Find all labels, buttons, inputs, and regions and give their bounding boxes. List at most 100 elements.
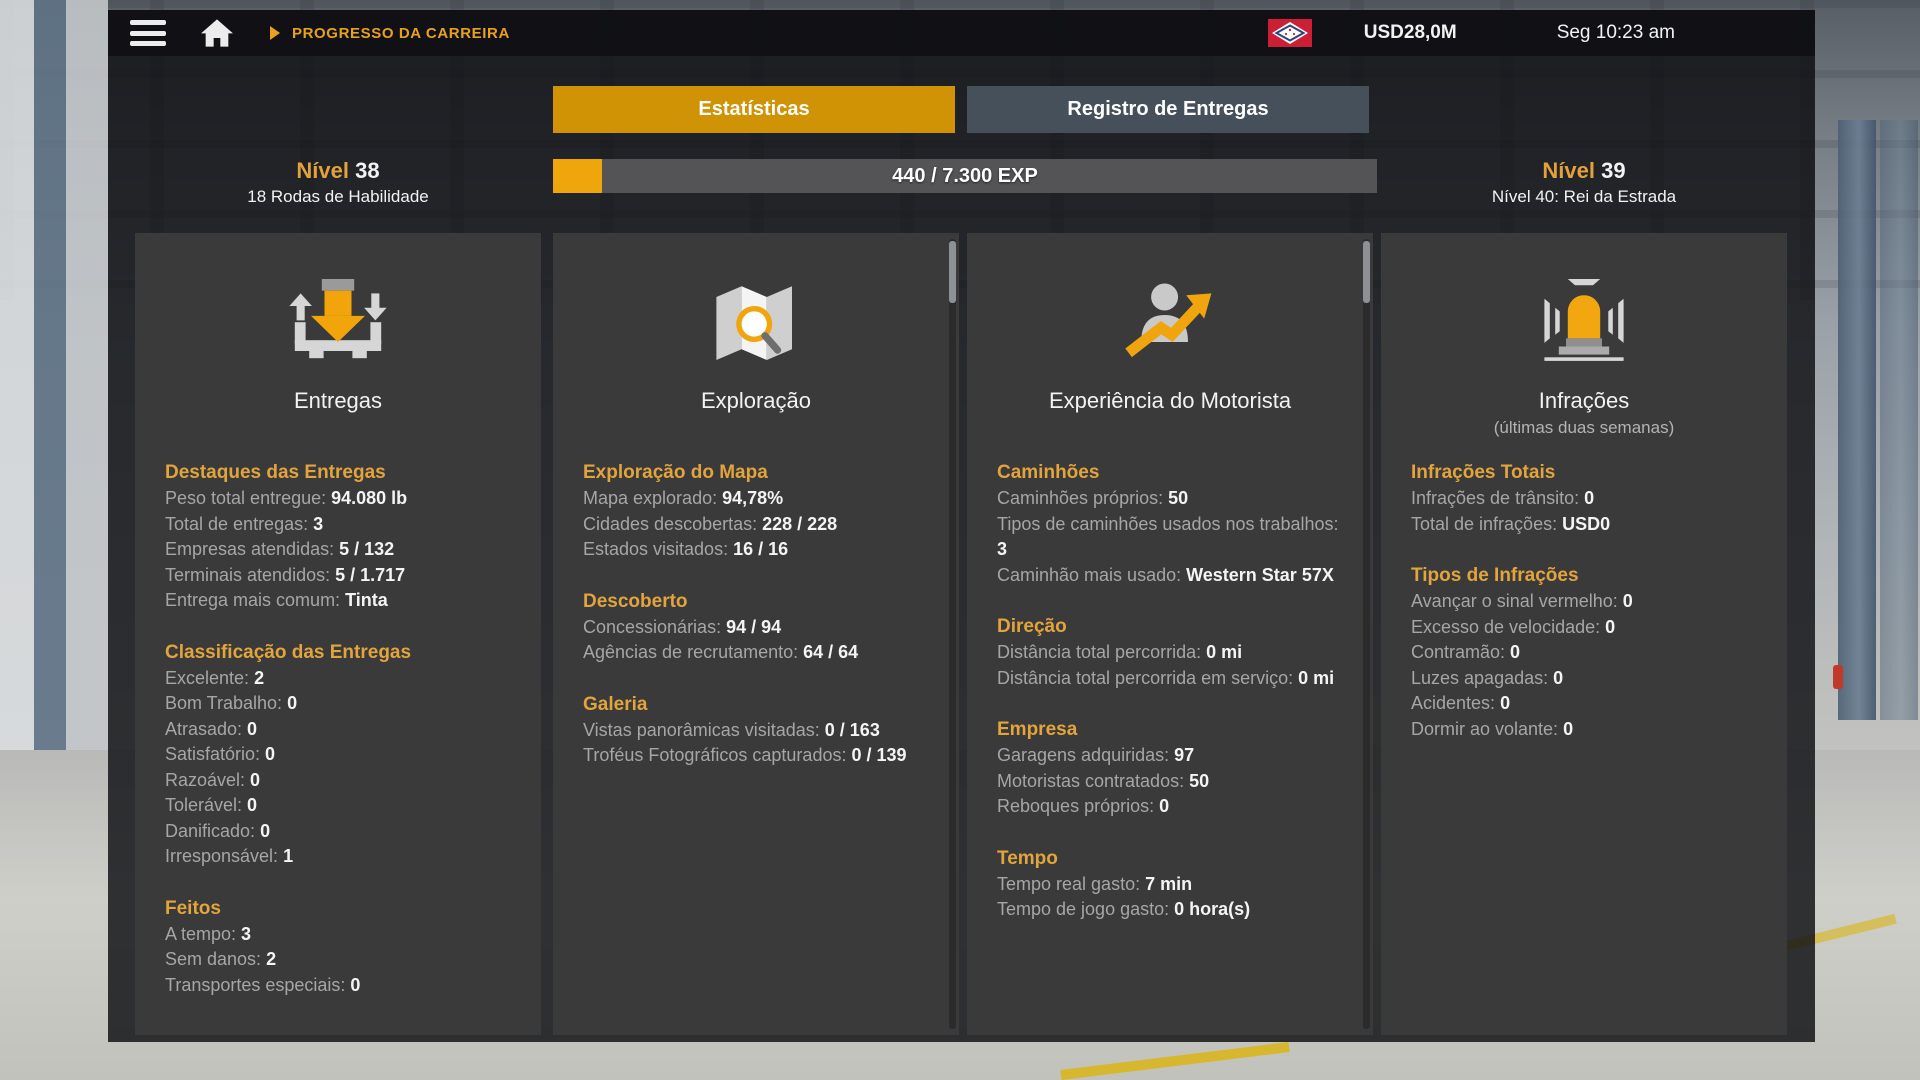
stat-value: 0 / 139 (851, 745, 907, 765)
scrollbar-track[interactable] (1363, 239, 1370, 1029)
panel-sections: Exploração do Mapa Mapa explorado: 94,78%… (553, 460, 959, 769)
stat-value: 0 mi (1206, 642, 1243, 662)
stat-label: Sem danos: (165, 949, 267, 969)
section-header: Infrações Totais (1411, 462, 1556, 483)
stat-label: Avançar o sinal vermelho: (1411, 591, 1623, 611)
top-bar-right: USD28,0M Seg 10:23 am (1267, 10, 1815, 56)
stats-section: Direção Distância total percorrida: 0 mi D… (997, 614, 1343, 691)
stat-label: Contramão: (1411, 642, 1511, 662)
driver-trend-arrow-icon (1125, 283, 1212, 358)
stats-section: Destaques das Entregas Peso total entregu… (165, 460, 511, 614)
stat-value: 64 / 64 (803, 642, 859, 662)
stat-value: 0 (247, 795, 258, 815)
stat-label: Luzes apagadas: (1411, 667, 1554, 688)
tab-registro-de-entregas[interactable]: Registro de Entregas (967, 86, 1369, 133)
stat-value: 0 (1563, 718, 1574, 739)
stats-section: Empresa Garagens adquiridas: 97 Motoristas… (997, 717, 1343, 820)
panel-sections: Destaques das Entregas Peso total entregu… (135, 460, 541, 998)
stat-label: Entrega mais comum: (165, 590, 346, 610)
blue-pillar (1838, 120, 1876, 720)
stat-row: Excelente: 2 (165, 666, 511, 692)
game-time: Seg 10:23 am (1556, 22, 1675, 43)
panel-title: Entregas (293, 388, 383, 413)
stat-row: Concessionárias: 94 / 94 (583, 615, 929, 641)
section-header: Empresa (997, 719, 1078, 740)
panel-head: Infrações (últimas duas semanas) (1381, 233, 1787, 460)
section-header: Direção (997, 616, 1067, 637)
stat-row: Excesso de velocidade: 0 (1411, 615, 1757, 641)
stat-label: Transportes especiais: (165, 974, 351, 995)
current-level-value: 38 (355, 158, 380, 183)
next-level-sub: Nível 40: Rei da Estrada (1491, 187, 1677, 206)
stat-row: Total de infrações: USD0 (1411, 512, 1757, 538)
exp-progress-bar: 440 / 7.300 EXP (553, 159, 1377, 193)
stat-value: 94.080 lb (331, 488, 408, 508)
current-level-label: Nível (296, 158, 349, 183)
stat-row: Satisfatório: 0 (165, 742, 511, 768)
stat-value: 0 (1510, 642, 1521, 662)
stat-row: A tempo: 3 (165, 922, 511, 948)
stat-label: Dormir ao volante: (1411, 718, 1564, 739)
stat-value: 3 (241, 923, 252, 944)
stat-value: 0 (287, 693, 298, 713)
stat-label: Distância total percorrida em serviço: (997, 667, 1299, 688)
breadcrumb-arrow-icon (270, 26, 280, 40)
stat-label: Distância total percorrida: (997, 642, 1207, 662)
stat-label: Bom Trabalho: (165, 693, 288, 713)
stat-row: Empresas atendidas: 5 / 132 (165, 537, 511, 563)
stat-label: Satisfatório: (165, 744, 266, 764)
arkansas-state-flag-icon (1267, 19, 1312, 47)
stat-value: 0 (1622, 591, 1633, 611)
stat-row: Motoristas contratados: 50 (997, 769, 1343, 795)
stat-value: 228 / 228 (762, 513, 838, 534)
stat-value: 0 (1605, 616, 1616, 637)
stat-row: Total de entregas: 3 (165, 512, 511, 538)
stat-row: Tempo de jogo gasto: 0 hora(s) (997, 897, 1343, 923)
stat-label: Tempo de jogo gasto: (997, 899, 1175, 919)
exp-progress-text: 440 / 7.300 EXP (892, 164, 1038, 187)
panel-head: Exploração (553, 233, 959, 460)
stat-value: 0 (350, 974, 361, 995)
stats-section: Classificação das Entregas Excelente: 2 Bo… (165, 640, 511, 870)
stat-value: 0 (247, 718, 258, 739)
stat-row: Agências de recrutamento: 64 / 64 (583, 640, 929, 666)
stat-label: Total de entregas: (165, 513, 314, 534)
stat-label: Excesso de velocidade: (1411, 616, 1606, 637)
stat-value: 0 (1500, 693, 1511, 713)
stat-label: Garagens adquiridas: (997, 745, 1175, 765)
stat-label: Razoável: (165, 769, 251, 790)
stat-label: Peso total entregue: (165, 488, 332, 508)
stat-label: Troféus Fotográficos capturados: (583, 745, 852, 765)
panel-subtitle: (últimas duas semanas) (1493, 418, 1675, 437)
stat-row: Peso total entregue: 94.080 lb (165, 486, 511, 512)
scrollbar-thumb[interactable] (1363, 241, 1370, 303)
stats-panel-entregas: Entregas Destaques das Entregas Peso tota… (135, 233, 541, 1035)
tab-estatisticas[interactable]: Estatísticas (553, 86, 955, 133)
stat-value: 0 hora(s) (1174, 899, 1251, 919)
stat-value: 2 (254, 667, 265, 688)
stat-value: 5 / 1.717 (335, 564, 406, 585)
stat-label: Acidentes: (1411, 693, 1501, 713)
stats-section: Caminhões Caminhões próprios: 50 Tipos de … (997, 460, 1343, 588)
panel-head: Experiência do Motorista (967, 233, 1373, 460)
stat-value: 7 min (1145, 873, 1193, 894)
stat-row: Irresponsável: 1 (165, 844, 511, 870)
scrollbar-track[interactable] (949, 239, 956, 1029)
section-header: Tempo (997, 847, 1058, 869)
stat-row: Mapa explorado: 94,78% (583, 486, 929, 512)
stat-label: Vistas panorâmicas visitadas: (583, 719, 825, 740)
hamburger-menu-icon[interactable] (130, 20, 166, 46)
stat-row: Danificado: 0 (165, 819, 511, 845)
stat-label: Empresas atendidas: (165, 539, 340, 559)
section-header: Feitos (165, 897, 221, 919)
stat-row: Cidades descobertas: 228 / 228 (583, 512, 929, 538)
map-magnifier-icon (716, 286, 792, 360)
home-button[interactable] (200, 18, 234, 48)
stat-label: Reboques próprios: (997, 796, 1160, 816)
scrollbar-thumb[interactable] (949, 241, 956, 303)
stat-label: Atrasado: (165, 718, 248, 739)
stat-value: 0 (1159, 796, 1170, 816)
stat-label: Estados visitados: (583, 539, 734, 559)
stat-value: 0 / 163 (824, 719, 880, 740)
